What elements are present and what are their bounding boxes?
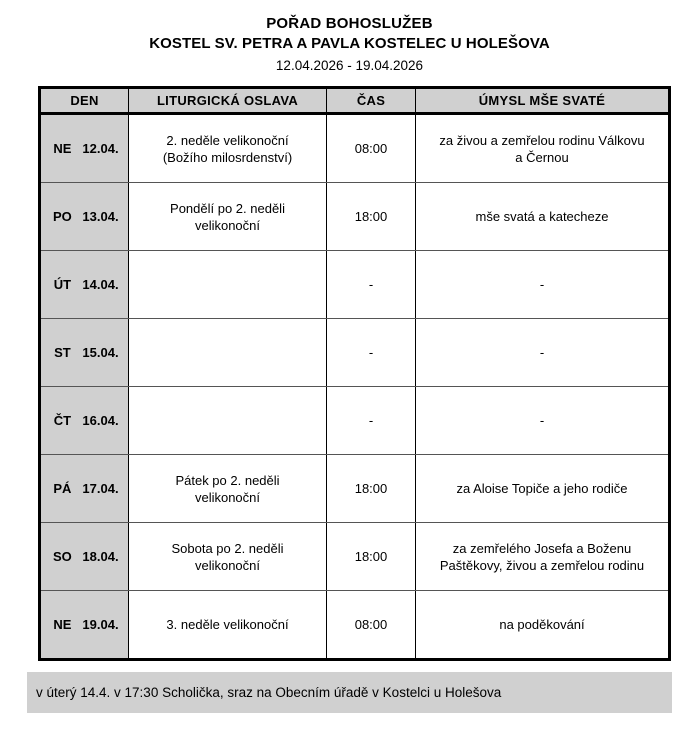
document-title-subtitle: KOSTEL SV. PETRA A PAVLA KOSTELEC U HOLE… (149, 35, 550, 52)
cell-celebration: 2. neděle velikonoční (Božího milosrdenst… (128, 113, 327, 183)
celebration-line-2: velikonoční (194, 489, 261, 505)
document-title-main: POŘAD BOHOSLUŽEB (266, 15, 433, 32)
celebration-line-1: 2. neděle velikonoční (166, 132, 289, 148)
intention-line-1: na poděkování (499, 617, 585, 632)
cell-celebration (128, 386, 327, 455)
cell-celebration (128, 250, 327, 319)
intention-line-2: a Černou (515, 149, 569, 165)
table-row: SO 18.04. Sobota po 2. neděli velikonoční 18… (39, 522, 670, 591)
table-header-row: DEN LITURGICKÁ OSLAVA ČAS ÚMYSL MŠE SVAT… (39, 87, 670, 115)
intention-line-1: za zemřelého Josefa a Boženu (452, 540, 632, 556)
schedule-table-wrapper: DEN LITURGICKÁ OSLAVA ČAS ÚMYSL MŠE SVAT… (38, 86, 671, 661)
cell-intention: za zemřelého Josefa a Boženu Paštěkovy, ž… (415, 522, 670, 591)
day-of-week: NE (53, 617, 72, 632)
table-row: PO 13.04. Pondělí po 2. neděli velikonoční 1… (39, 182, 670, 251)
table-body: NE 12.04. 2. neděle velikonoční (Božího mil… (39, 113, 670, 660)
table-row: ST 15.04. - - (39, 318, 670, 387)
cell-day: ČT 16.04. (39, 386, 129, 455)
day-of-week: PÁ (53, 481, 72, 496)
celebration-line-2: (Božího milosrdenství) (162, 149, 293, 165)
cell-time: - (326, 318, 416, 387)
cell-day: SO 18.04. (39, 522, 129, 591)
cell-intention: - (415, 386, 670, 455)
intention-line-1: - (539, 345, 545, 360)
cell-day: ST 15.04. (39, 318, 129, 387)
cell-time: - (326, 386, 416, 455)
cell-day: NE 19.04. (39, 590, 129, 660)
celebration-line-1: Pátek po 2. neděli (175, 472, 280, 488)
cell-intention: mše svatá a katecheze (415, 182, 670, 251)
day-date: 19.04. (82, 617, 119, 632)
cell-day: NE 12.04. (39, 113, 129, 183)
day-of-week: ČT (53, 413, 72, 428)
day-of-week: ÚT (53, 277, 72, 292)
cell-celebration: Pondělí po 2. neděli velikonoční (128, 182, 327, 251)
cell-day: PO 13.04. (39, 182, 129, 251)
cell-celebration: Sobota po 2. neděli velikonoční (128, 522, 327, 591)
celebration-line-2: velikonoční (194, 217, 261, 233)
day-date: 14.04. (82, 277, 119, 292)
day-of-week: NE (53, 141, 72, 156)
cell-intention: na poděkování (416, 591, 670, 660)
celebration-line-2: velikonoční (194, 557, 261, 573)
schedule-table: DEN LITURGICKÁ OSLAVA ČAS ÚMYSL MŠE SVAT… (38, 86, 671, 661)
cell-time: 18:00 (326, 522, 416, 591)
day-date: 17.04. (82, 481, 119, 496)
column-header-liturgicka-oslava: LITURGICKÁ OSLAVA (128, 87, 327, 115)
column-header-umysl: ÚMYSL MŠE SVATÉ (415, 87, 670, 115)
intention-line-1: za Aloise Topiče a jeho rodiče (456, 481, 628, 496)
day-date: 18.04. (82, 549, 119, 564)
footer-note: v úterý 14.4. v 17:30 Scholička, sraz na… (27, 672, 672, 713)
celebration-line-1: Sobota po 2. neděli (171, 540, 284, 556)
document-date-range: 12.04.2026 - 19.04.2026 (275, 58, 424, 73)
cell-intention: za Aloise Topiče a jeho rodiče (415, 454, 670, 523)
day-date: 13.04. (82, 209, 119, 224)
cell-time: 18:00 (326, 454, 416, 523)
day-date: 16.04. (82, 413, 119, 428)
cell-time: 18:00 (326, 182, 416, 251)
table-header: DEN LITURGICKÁ OSLAVA ČAS ÚMYSL MŠE SVAT… (39, 87, 670, 115)
cell-time: 08:00 (326, 590, 416, 660)
table-row: PÁ 17.04. Pátek po 2. neděli velikonoční 18:… (39, 454, 670, 523)
cell-intention: - (415, 250, 670, 319)
cell-celebration: Pátek po 2. neděli velikonoční (128, 454, 327, 523)
table-row: NE 19.04. 3. neděle velikonoční 08:00 na pod… (39, 590, 670, 660)
celebration-line-1: Pondělí po 2. neděli (170, 200, 285, 216)
cell-intention: za živou a zemřelou rodinu Válkovu a Čern… (415, 113, 670, 183)
celebration-line-1: 3. neděle velikonoční (166, 617, 289, 632)
intention-line-2: Paštěkovy, živou a zemřelou rodinu (439, 557, 645, 573)
table-row: ČT 16.04. - - (39, 386, 670, 455)
day-of-week: ST (54, 345, 71, 360)
day-date: 15.04. (82, 345, 119, 360)
cell-celebration (128, 318, 327, 387)
day-date: 12.04. (82, 141, 119, 156)
table-row: NE 12.04. 2. neděle velikonoční (Božího mil… (39, 113, 670, 183)
table-row: ÚT 14.04. - - (39, 250, 670, 319)
column-header-cas: ČAS (326, 87, 416, 115)
day-of-week: PO (53, 209, 72, 224)
document-header: POŘAD BOHOSLUŽEB KOSTEL SV. PETRA A PAVL… (0, 0, 699, 76)
cell-time: - (326, 250, 416, 319)
cell-intention: - (415, 318, 670, 387)
day-of-week: SO (53, 549, 72, 564)
intention-line-1: - (539, 413, 545, 428)
cell-day: ÚT 14.04. (39, 250, 129, 319)
cell-celebration: 3. neděle velikonoční (128, 590, 327, 660)
intention-line-1: - (539, 277, 545, 292)
column-header-den: DEN (39, 87, 129, 115)
intention-line-1: mše svatá a katecheze (475, 209, 609, 224)
cell-time: 08:00 (326, 113, 416, 183)
cell-day: PÁ 17.04. (39, 454, 129, 523)
intention-line-1: za živou a zemřelou rodinu Válkovu (439, 132, 645, 148)
